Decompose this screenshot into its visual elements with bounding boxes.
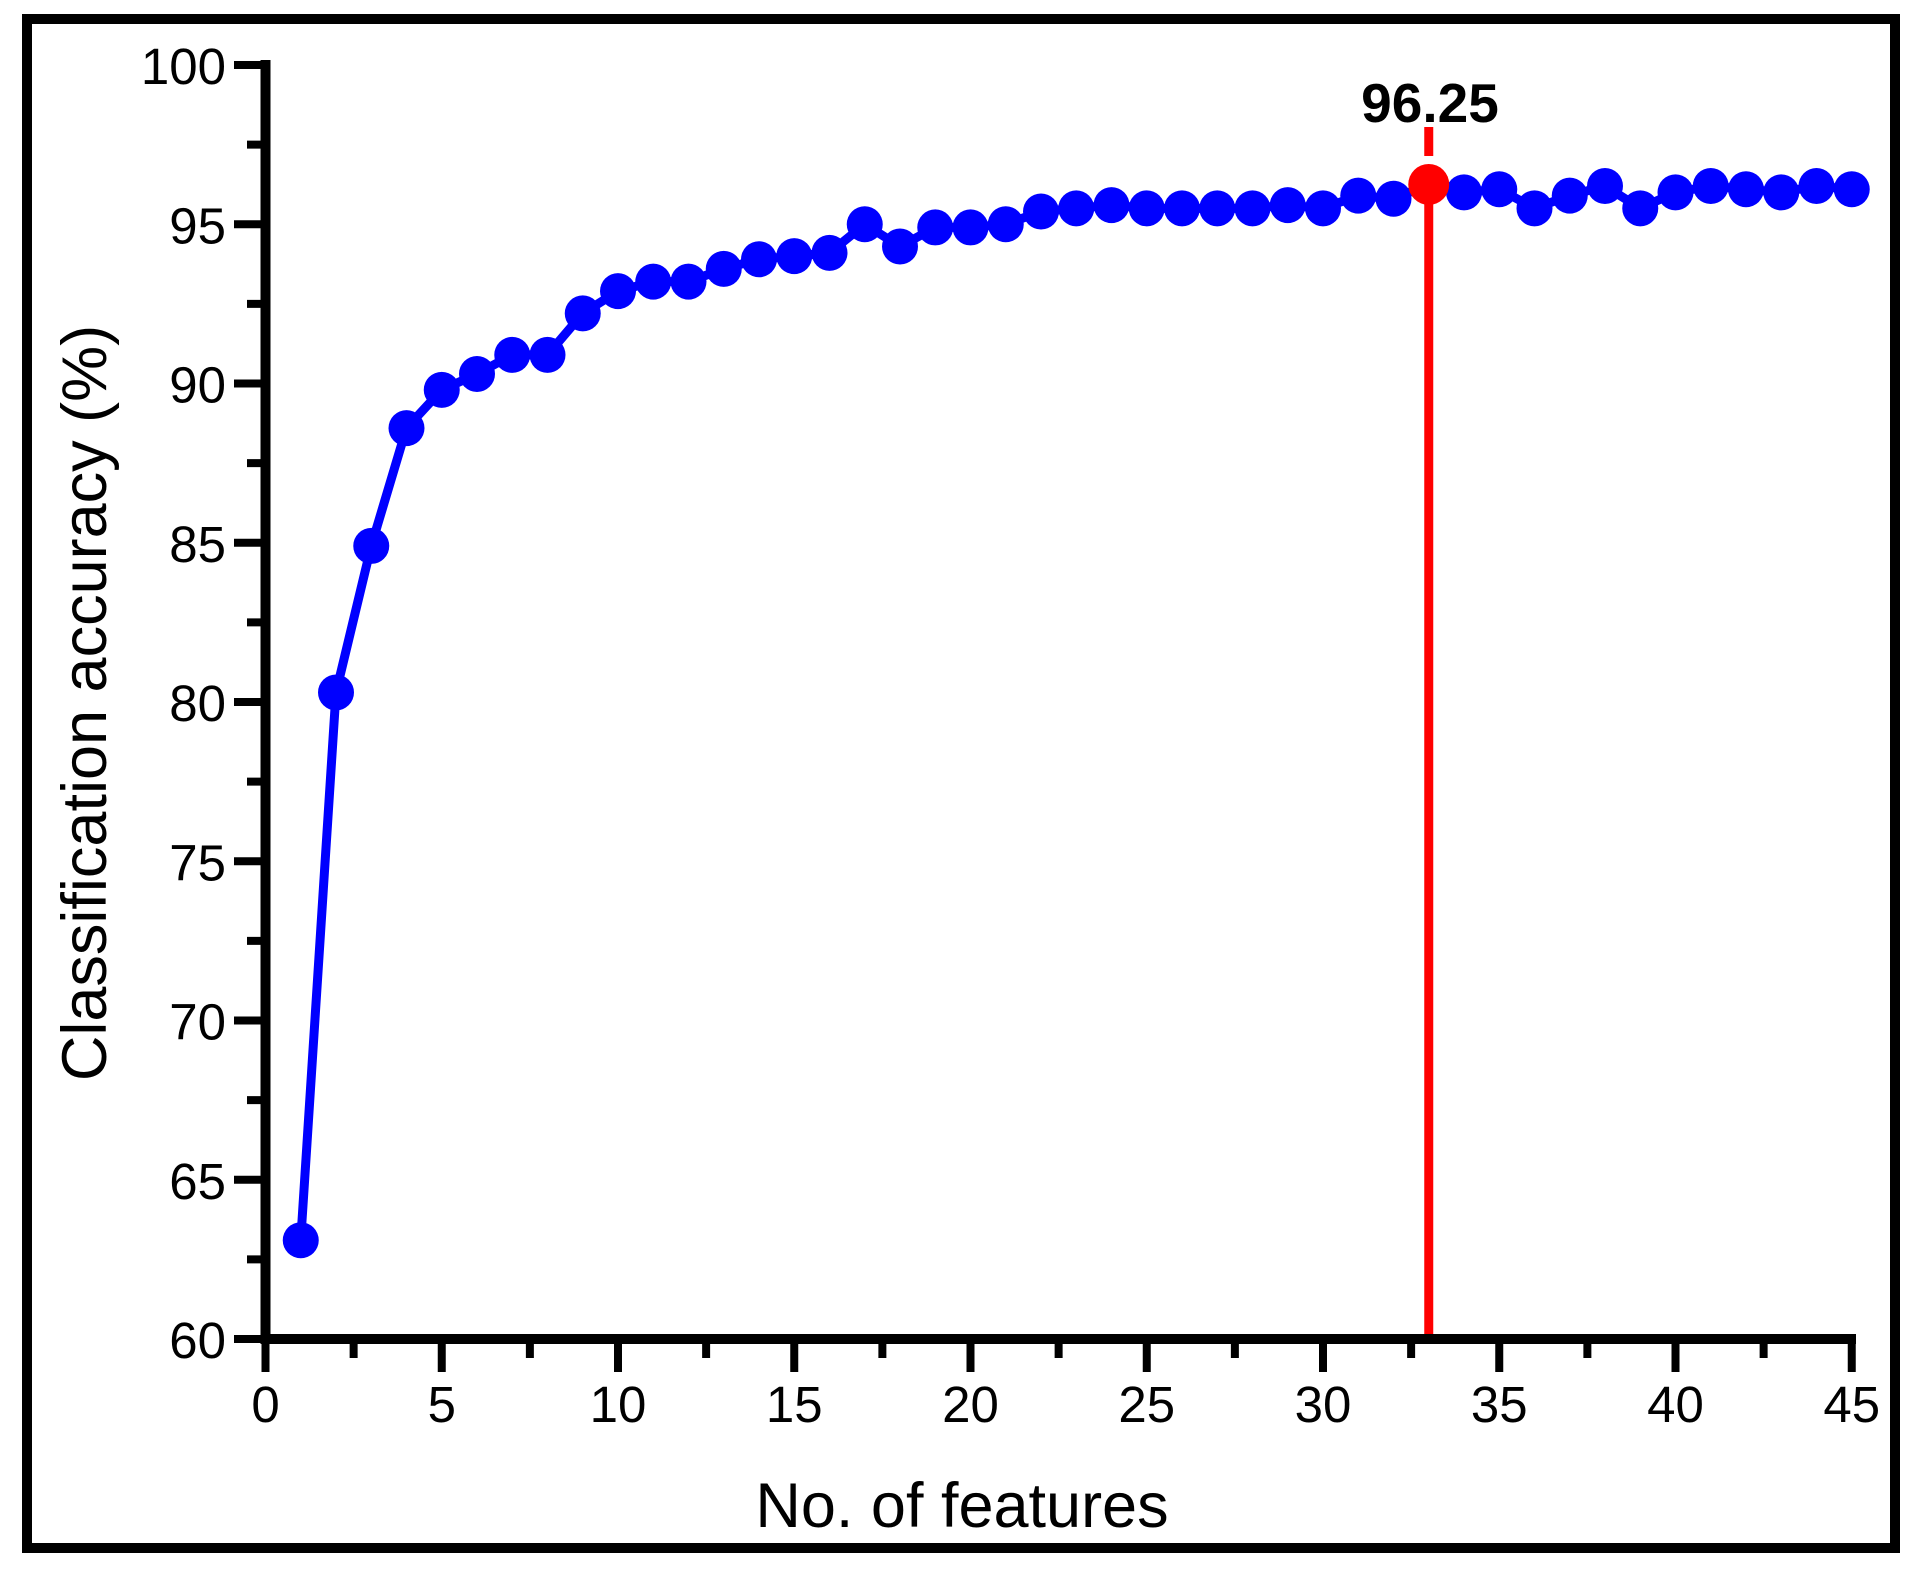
data-point [529,336,566,373]
data-point [564,295,601,332]
data-point [776,238,813,275]
data-point [1093,187,1130,224]
data-point [1234,190,1271,227]
data-point [1446,174,1482,211]
data-point [1269,187,1306,224]
data-point [1058,190,1095,227]
highlight-point [1408,163,1450,205]
data-point [1763,174,1800,211]
series-line [296,179,1853,1241]
data-point [705,250,742,287]
annotation-label: 96.25 [1361,72,1499,134]
data-point [1692,168,1729,205]
data-point [952,209,989,246]
data-point [1622,190,1659,227]
y-tick-label: 60 [169,1312,226,1369]
y-tick-label: 75 [169,834,226,891]
data-point [1481,171,1518,208]
data-point [353,527,390,564]
data-point [1305,190,1341,227]
data-point [882,228,918,265]
data-point [282,1222,319,1259]
x-tick-label: 30 [1295,1376,1352,1433]
x-tick-label: 45 [1823,1376,1880,1433]
data-point [670,263,707,300]
x-tick-label: 10 [590,1376,647,1433]
data-point [423,371,460,408]
data-point [1551,177,1588,214]
data-point [917,209,954,246]
y-axis-title: Classification accuracy (%) [50,325,120,1081]
data-point [1199,190,1236,227]
data-point [1728,171,1764,208]
data-point [1516,190,1553,227]
x-tick-label: 15 [766,1376,823,1433]
x-axis-title: No. of features [755,1471,1168,1541]
axes [260,60,1856,1344]
data-point [388,410,425,447]
x-tick-label: 35 [1471,1376,1528,1433]
data-point [1798,168,1835,205]
x-tick-label: 0 [251,1376,279,1433]
y-tick-label: 65 [169,1153,226,1210]
y-tick-label: 85 [169,516,226,573]
x-tick-label: 25 [1118,1376,1175,1433]
data-point [494,336,531,373]
data-point [635,263,672,300]
y-tick-label: 70 [169,994,226,1051]
y-tick-label: 90 [169,357,226,414]
y-tick-label: 100 [141,38,226,95]
x-tick-label: 40 [1647,1376,1704,1433]
x-tick-label: 5 [428,1376,456,1433]
data-point [741,241,777,278]
data-point [1340,177,1377,214]
data-point [1833,171,1870,208]
data-point [811,234,848,271]
data-point [600,273,636,310]
data-point [459,355,495,392]
data-point [846,206,883,243]
y-tick-label: 95 [169,197,226,254]
data-point [1023,193,1059,230]
data-point [1128,190,1165,227]
data-point [1657,174,1694,211]
data-point [318,674,354,711]
x-tick-label: 20 [942,1376,999,1433]
data-point [1375,180,1412,217]
chart-generated-layer: 60 65 70 75 80 85 90 95 100 0 5 10 15 20 25 30 35 40 45 [22,14,1900,1553]
figure-border [22,14,1900,1553]
data-point [987,206,1024,243]
data-point [1164,190,1200,227]
y-tick-label: 80 [169,675,226,732]
data-point [1587,168,1623,205]
